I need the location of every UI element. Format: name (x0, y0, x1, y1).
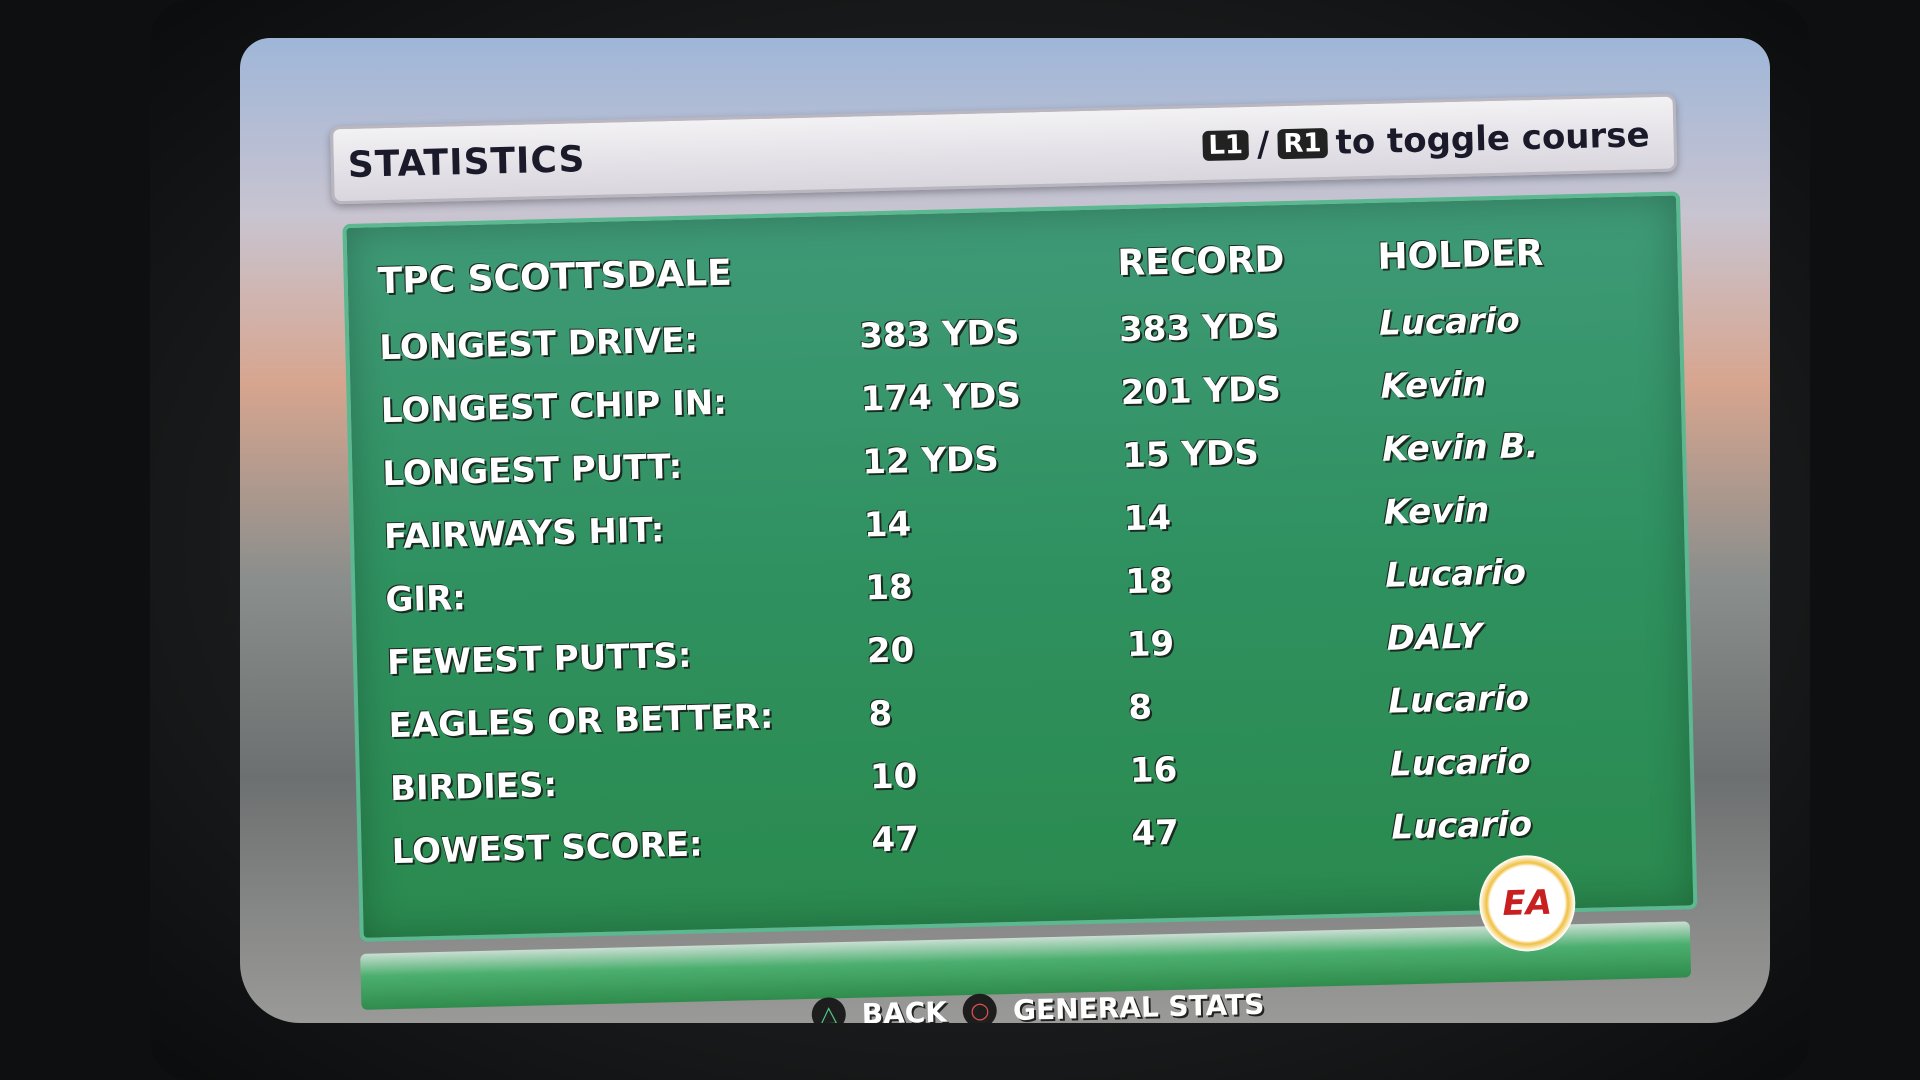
record-column-header: RECORD (1117, 239, 1285, 285)
stat-value: 383 YDS (858, 312, 1020, 357)
record-holder: Lucario (1387, 678, 1530, 722)
stat-value: 14 (863, 504, 912, 546)
statistics-header: STATISTICS L1/R1 to toggle course (329, 93, 1678, 205)
stat-value: 20 (866, 630, 915, 672)
record-holder: Kevin B. (1381, 425, 1539, 470)
record-holder: Lucario (1390, 804, 1533, 848)
record-holder: Lucario (1378, 300, 1521, 344)
stat-label: FEWEST PUTTS: (386, 635, 692, 684)
stat-label: LONGEST DRIVE: (378, 320, 699, 369)
back-button[interactable]: BACK (861, 995, 948, 1023)
record-value: 201 YDS (1120, 369, 1282, 414)
r1-button-icon: R1 (1277, 128, 1328, 160)
record-holder: Lucario (1384, 552, 1527, 596)
stat-label: GIR: (385, 578, 467, 621)
stat-label: BIRDIES: (389, 765, 558, 810)
record-value: 16 (1129, 749, 1178, 792)
record-value: 8 (1127, 687, 1153, 729)
record-value: 15 YDS (1121, 432, 1260, 477)
stat-label: EAGLES OR BETTER: (388, 696, 774, 747)
stat-label: LOWEST SCORE: (391, 824, 704, 873)
holder-column-header: HOLDER (1376, 232, 1544, 278)
stat-label: LONGEST PUTT: (381, 446, 683, 495)
course-name: TPC SCOTTSDALE (377, 252, 733, 303)
record-holder: Kevin (1380, 364, 1487, 407)
stat-value: 18 (864, 567, 914, 609)
stat-value: 12 YDS (861, 439, 1000, 483)
stat-value: 174 YDS (860, 375, 1022, 420)
general-stats-button[interactable]: GENERAL STATS (1012, 987, 1265, 1023)
stats-panel: TPC SCOTTSDALE RECORD HOLDER LONGEST DRI… (342, 191, 1698, 942)
hint-text: to toggle course (1335, 115, 1651, 163)
record-value: 47 (1130, 812, 1180, 854)
tv-screen: STATISTICS L1/R1 to toggle course TPC SC… (240, 38, 1770, 1023)
triangle-icon: △ (811, 997, 847, 1023)
record-value: 19 (1126, 623, 1175, 666)
record-holder: DALY (1386, 616, 1483, 659)
stat-label: FAIRWAYS HIT: (383, 510, 665, 558)
record-value: 18 (1124, 560, 1174, 603)
l1-button-icon: L1 (1202, 129, 1250, 162)
record-value: 14 (1123, 497, 1172, 540)
circle-icon: ○ (962, 993, 998, 1023)
toggle-course-hint: L1/R1 to toggle course (1202, 115, 1650, 166)
stat-value: 8 (867, 693, 893, 735)
record-holder: Lucario (1389, 741, 1532, 785)
page-title: STATISTICS (347, 139, 586, 186)
stat-label: LONGEST CHIP IN: (380, 382, 728, 432)
record-holder: Kevin (1383, 490, 1490, 533)
record-value: 383 YDS (1118, 306, 1280, 351)
stat-value: 10 (869, 756, 918, 798)
stat-value: 47 (871, 819, 920, 861)
